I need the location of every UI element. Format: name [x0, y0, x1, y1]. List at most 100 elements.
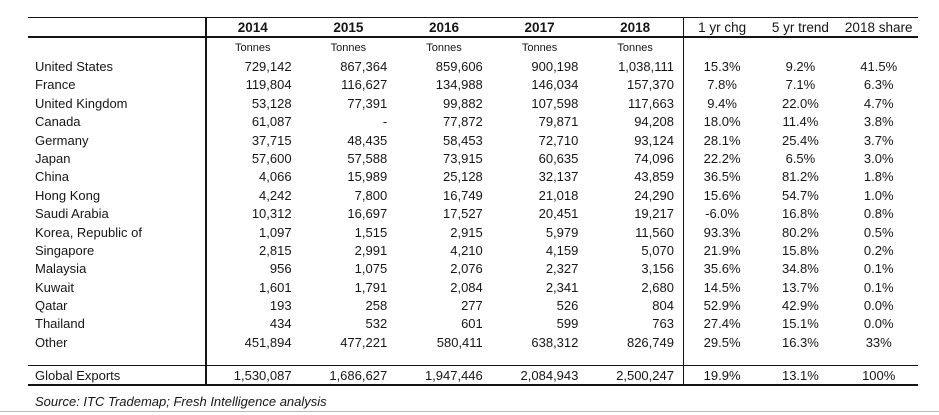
row-label: United Kingdom — [35, 95, 128, 111]
header-empty-cell — [28, 18, 205, 36]
stat-value: 41.5% — [860, 59, 898, 74]
total-value-2018: 2,500,247 — [616, 368, 674, 384]
total-row-label: Global Exports — [35, 368, 121, 384]
stat-value: 0.0% — [863, 316, 894, 332]
stat-value: 0.2% — [863, 242, 894, 258]
row-label: China — [35, 169, 69, 185]
tonnes-value: 451,894 — [244, 334, 292, 350]
stat-value: 6.5% — [785, 150, 816, 166]
stat-value: 52.9% — [703, 298, 741, 314]
stat-value: 0.1% — [863, 279, 894, 295]
tonnes-value: 61,087 — [251, 114, 292, 130]
stat-value: 29.5% — [703, 334, 741, 350]
stat-value: 15.6% — [703, 187, 741, 203]
row-label: Malaysia — [35, 261, 87, 277]
stat-value: 9.2% — [785, 59, 816, 74]
tonnes-value: 99,882 — [443, 95, 483, 111]
unit-label: Tonnes — [617, 42, 653, 54]
unit-label: Tonnes — [330, 42, 367, 54]
tonnes-value: 4,159 — [545, 242, 579, 258]
tonnes-value: 116,627 — [341, 77, 388, 93]
row-label: Qatar — [35, 298, 68, 314]
stat-value: 42.9% — [781, 298, 819, 314]
tonnes-value: 277 — [461, 298, 483, 314]
tonnes-value: 859,606 — [435, 59, 483, 74]
row-label: Canada — [35, 114, 81, 130]
table-row: Singapore 2,815 2,991 4,210 4,159 5,070 21.9% 1… — [28, 242, 918, 260]
tonnes-value: 1,601 — [259, 279, 292, 295]
stat-value: 6.3% — [863, 77, 894, 93]
unit-label: Tonnes — [426, 42, 462, 54]
tonnes-value: 16,697 — [347, 206, 388, 222]
tonnes-value: 804 — [652, 298, 674, 314]
stat-value: 14.5% — [703, 279, 741, 295]
tonnes-value: 37,715 — [251, 132, 292, 148]
tonnes-value: 73,915 — [443, 150, 483, 166]
stat-value: 15.8% — [781, 242, 819, 258]
row-label: United States — [35, 59, 114, 74]
row-label: Saudi Arabia — [35, 206, 109, 222]
tonnes-value: 601 — [461, 316, 483, 332]
table-row: Korea, Republic of 1,097 1,515 2,915 5,979 11… — [28, 224, 918, 242]
tonnes-value: 16,749 — [443, 187, 483, 203]
tonnes-value: 638,312 — [531, 334, 579, 350]
tonnes-value: 477,221 — [340, 334, 388, 350]
total-value-2015: 1,686,627 — [329, 368, 388, 384]
tonnes-value: 434 — [269, 316, 292, 332]
total-1yr-chg: 19.9% — [703, 368, 741, 384]
row-label: Thailand — [35, 316, 85, 332]
tonnes-value: 57,600 — [251, 150, 292, 166]
tonnes-value: 4,210 — [450, 242, 483, 258]
stat-value: 11.4% — [782, 114, 819, 130]
table-row: Qatar 193 258 277 526 804 52.9% 42.9% 0.0% — [28, 297, 918, 315]
tonnes-value: 5,070 — [641, 242, 674, 258]
stat-value: 27.4% — [703, 316, 741, 332]
stat-value: 36.5% — [703, 169, 741, 185]
spacer-row — [28, 352, 918, 365]
stat-value: 0.0% — [863, 298, 894, 314]
col-header-year-2014: 2014 — [237, 20, 268, 35]
stat-value: -6.0% — [705, 206, 740, 222]
stat-value: 28.1% — [703, 132, 741, 148]
table-row: Other 451,894 477,221 580,411 638,312 826,749… — [28, 334, 918, 352]
tonnes-value: 7,800 — [354, 187, 388, 203]
tonnes-value: 60,635 — [538, 150, 579, 166]
tonnes-value: 21,018 — [538, 187, 579, 203]
stat-value: 18.0% — [703, 114, 741, 130]
row-label: France — [35, 77, 76, 93]
row-label: Korea, Republic of — [35, 224, 142, 240]
tonnes-value: 4,242 — [259, 187, 292, 203]
stat-value: 22.0% — [781, 95, 819, 111]
stat-value: 81.2% — [781, 169, 819, 185]
tonnes-value: 3,156 — [641, 261, 674, 277]
col-header-1yr-chg: 1 yr chg — [698, 20, 747, 35]
col-header-5yr-trend: 5 yr trend — [771, 20, 829, 35]
tonnes-value: 32,137 — [538, 169, 579, 185]
tonnes-value: 2,991 — [354, 242, 388, 258]
tonnes-value: 526 — [556, 298, 579, 314]
tonnes-value: 4,066 — [259, 169, 292, 185]
tonnes-value: 79,871 — [538, 114, 579, 130]
tonnes-value: 1,791 — [354, 279, 388, 295]
unit-label: Tonnes — [235, 42, 271, 54]
stat-value: 25.4% — [781, 132, 819, 148]
table-row: United Kingdom 53,128 77,391 99,882 107,598 1… — [28, 95, 918, 113]
vertical-rule-label-years — [205, 18, 207, 386]
tonnes-value: 867,364 — [340, 59, 388, 74]
stat-value: 3.0% — [863, 150, 894, 166]
tonnes-value: 77,391 — [347, 95, 388, 111]
table-row: United States 729,142 867,364 859,606 900,19… — [28, 58, 918, 76]
stat-value: 1.8% — [863, 169, 894, 185]
stat-value: 80.2% — [781, 224, 819, 240]
table-body: United States 729,142 867,364 859,606 900,19… — [28, 58, 918, 352]
tonnes-value: - — [382, 114, 388, 130]
table-row: France 119,804 116,627 134,988 146,034 157,37… — [28, 76, 918, 94]
total-2018-share: 100% — [862, 368, 896, 384]
tonnes-value: 53,128 — [251, 95, 292, 111]
tonnes-value: 20,451 — [538, 206, 579, 222]
stat-value: 3.8% — [863, 114, 894, 130]
tonnes-value: 258 — [365, 298, 388, 314]
col-header-year-2018: 2018 — [620, 20, 651, 35]
tonnes-value: 17,527 — [443, 206, 483, 222]
